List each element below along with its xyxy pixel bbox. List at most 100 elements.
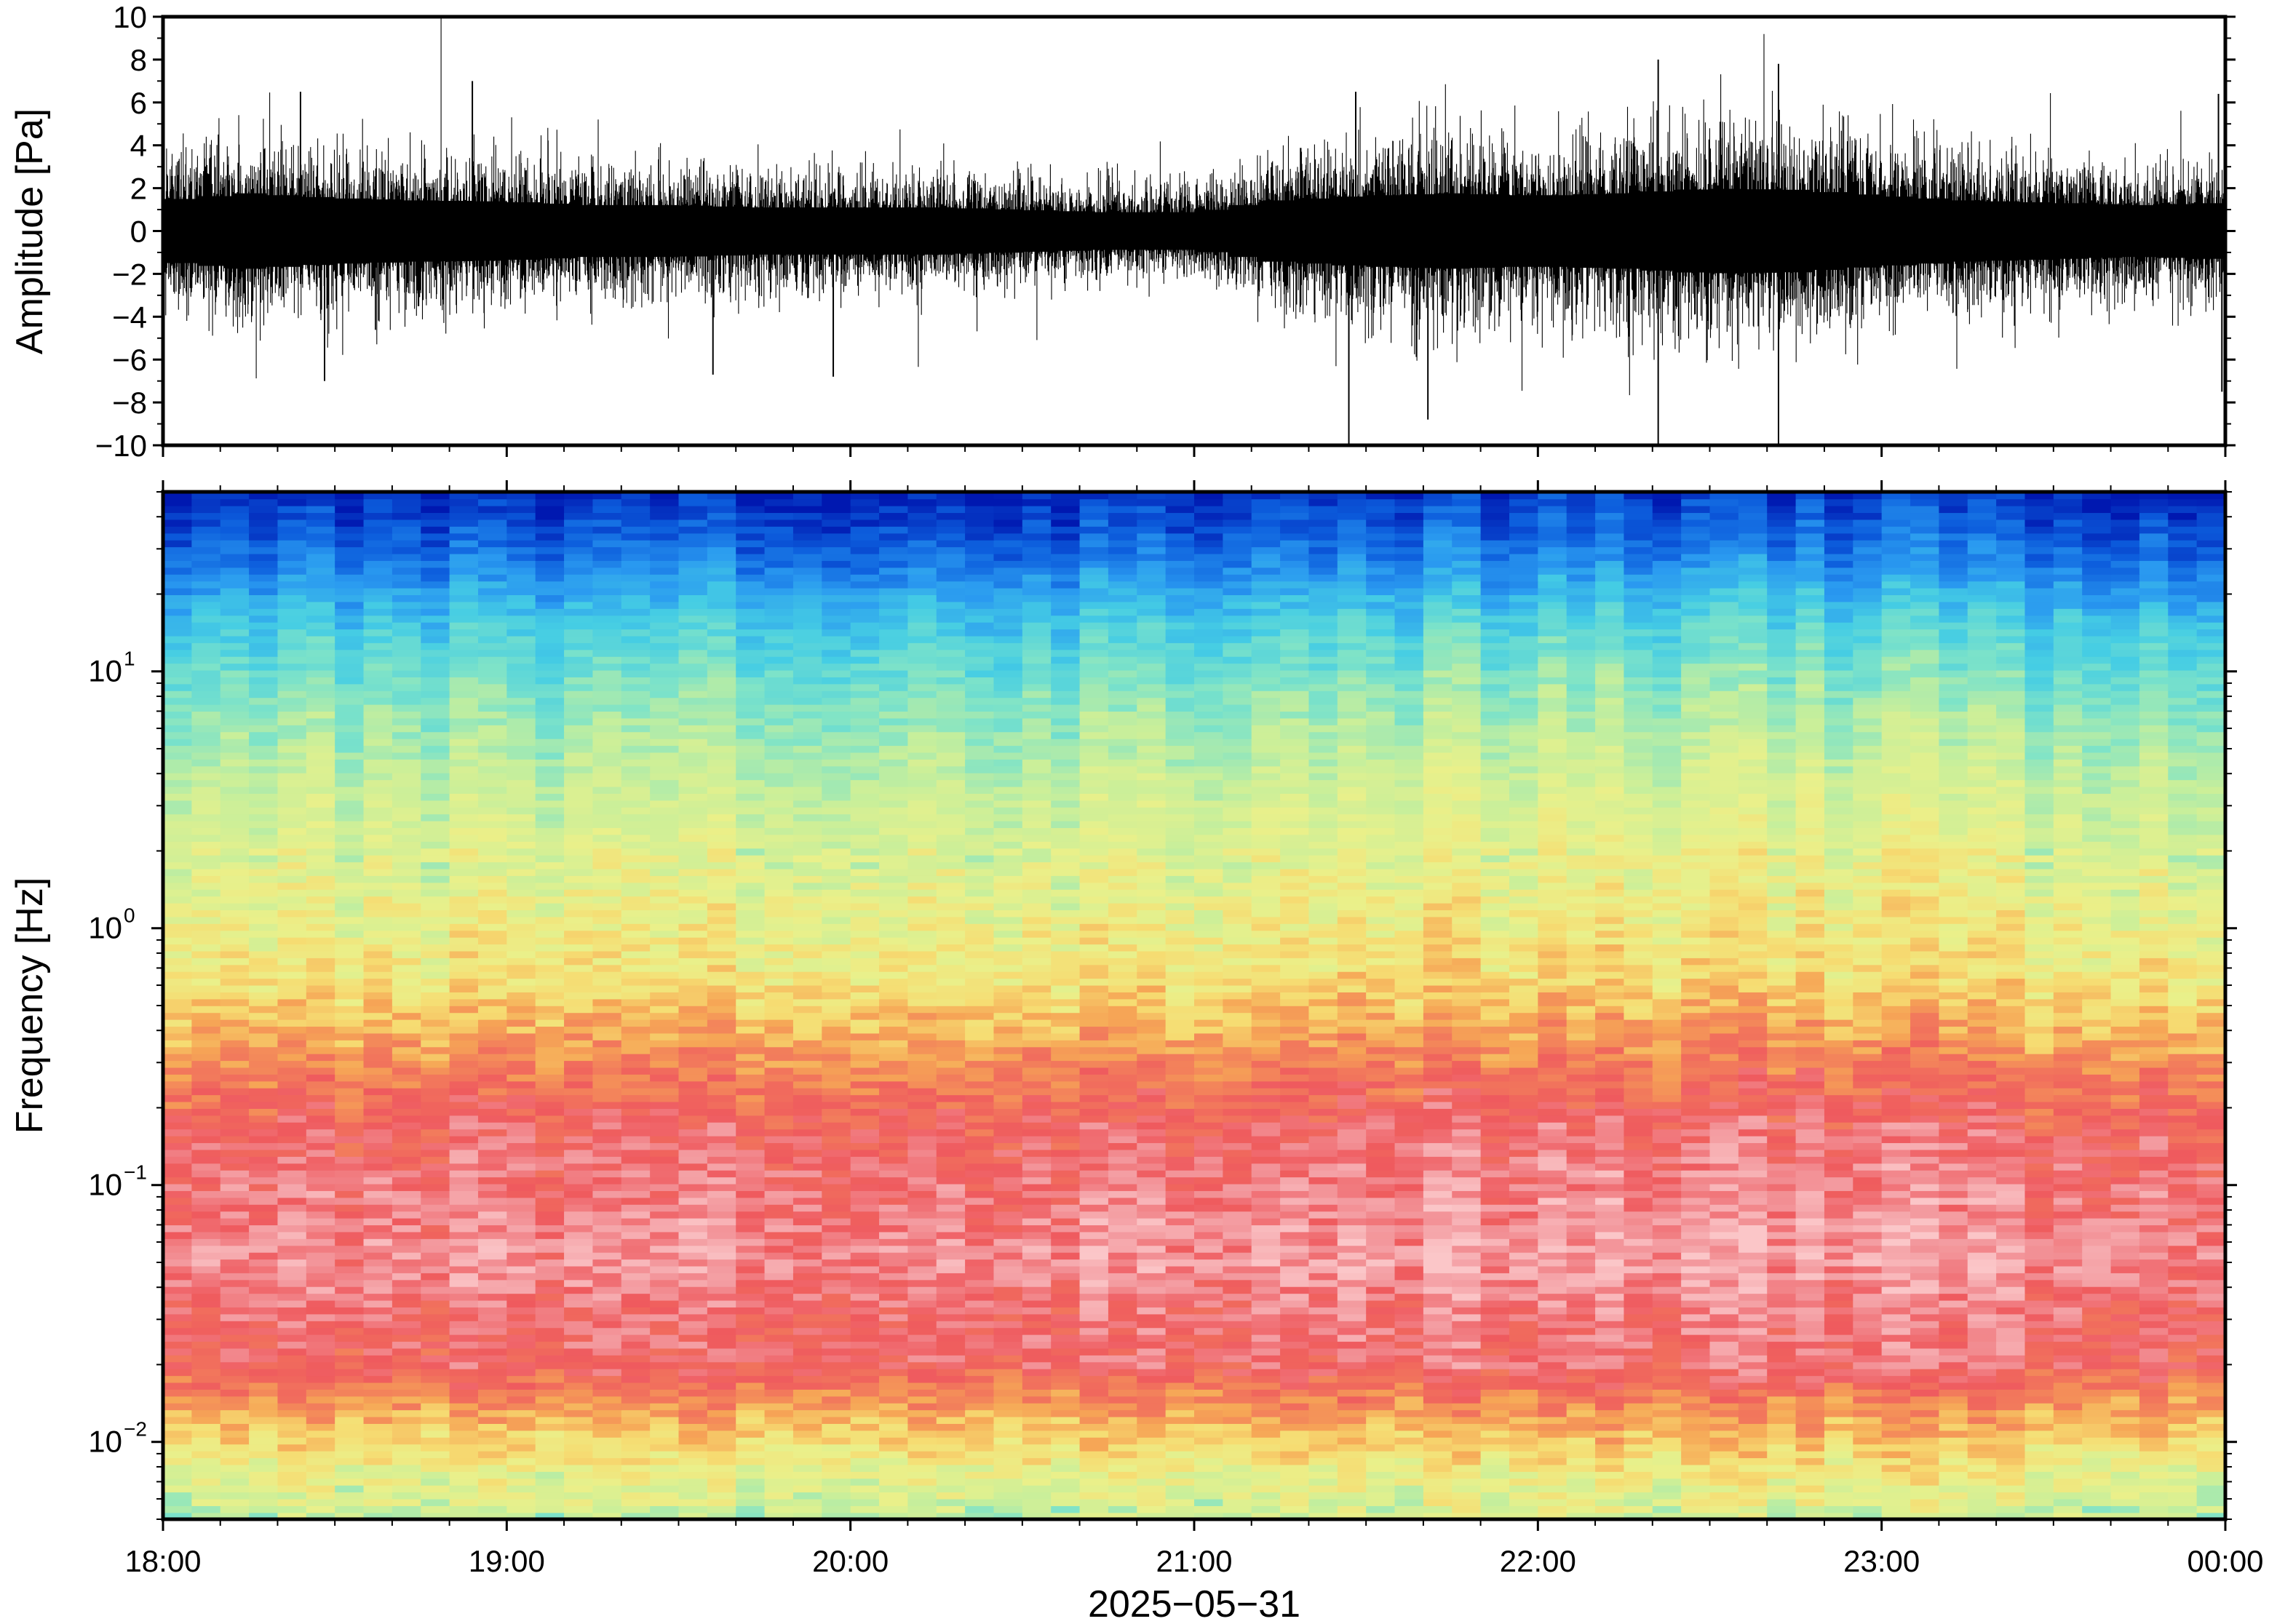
spectrogram-cell	[736, 1108, 766, 1116]
spectrogram-cell	[1366, 1217, 1396, 1226]
spectrogram-cell	[2168, 1355, 2198, 1363]
spectrogram-cell	[621, 1313, 651, 1321]
spectrogram-cell	[1194, 1478, 1224, 1486]
spectrogram-cell	[306, 1115, 335, 1123]
spectrogram-cell	[1022, 1217, 1052, 1226]
spectrogram-cell	[1480, 1225, 1510, 1233]
spectrogram-cell	[822, 1505, 851, 1513]
spectrogram-cell	[2024, 1478, 2054, 1486]
spectrogram-cell	[1308, 1074, 1338, 1082]
spectrogram-cell	[2110, 1156, 2140, 1164]
spectrogram-cell	[2024, 1238, 2054, 1246]
spectrogram-cell	[879, 1067, 909, 1075]
spectrogram-cell	[1108, 1382, 1138, 1390]
spectrogram-cell	[477, 1416, 508, 1425]
spectrogram-cell	[449, 1430, 479, 1438]
spectrogram-cell	[163, 1135, 193, 1144]
spectrogram-cell	[1194, 1321, 1224, 1329]
spectrogram-cell	[1824, 1149, 1854, 1157]
spectrogram-cell	[764, 1437, 794, 1445]
spectrogram-cell	[621, 1457, 651, 1465]
spectrogram-cell	[477, 1464, 508, 1472]
spectrogram-cell	[1509, 1108, 1539, 1116]
spectrogram-cell	[1137, 1396, 1167, 1404]
spectrogram-cell	[1652, 1341, 1682, 1349]
spectrogram-cell	[163, 1430, 193, 1438]
spectrogram-cell	[1108, 1299, 1138, 1307]
spectrogram-cell	[2168, 1368, 2198, 1377]
spectrogram-cell	[1595, 1279, 1625, 1287]
spectrogram-cell	[1996, 1122, 2026, 1130]
spectrogram-cell	[1223, 1484, 1252, 1493]
spectrogram-cell	[163, 1505, 193, 1513]
spectrogram-cell	[1051, 1512, 1081, 1519]
spectrogram-cell	[506, 1211, 536, 1219]
spectrogram-cell	[1137, 1251, 1167, 1260]
spectrogram-cell	[306, 1492, 335, 1500]
spectrogram-cell	[650, 1259, 680, 1267]
spectrogram-cell	[1337, 1348, 1367, 1356]
spectrogram-cell	[1022, 1327, 1052, 1335]
spectrogram-cell	[1079, 1129, 1109, 1137]
spectrogram-cell	[1194, 1307, 1224, 1315]
waveform-core-band	[369, 199, 405, 263]
spectrogram-cell	[249, 1457, 279, 1465]
spectrogram-cell	[1251, 1163, 1281, 1171]
spectrogram-cell	[707, 1382, 737, 1390]
spectrogram-cell	[1509, 1265, 1539, 1273]
spectrogram-cell	[2082, 1334, 2112, 1342]
spectrogram-cell	[1709, 1177, 1739, 1185]
spectrogram-cell	[1223, 1313, 1252, 1321]
spectrogram-cell	[2168, 1163, 2198, 1171]
spectrogram-cell	[1394, 1396, 1424, 1404]
spectrogram-cell	[792, 1149, 823, 1157]
spectrogram-cell	[449, 1484, 479, 1493]
spectrogram-cell	[736, 1361, 766, 1369]
spectrogram-cell	[592, 1183, 622, 1191]
spectrogram-cell	[678, 1505, 708, 1513]
spectrogram-cell	[764, 1163, 794, 1171]
spectrogram-cell	[1108, 1341, 1138, 1349]
spectrogram-cell	[1652, 1135, 1682, 1144]
spectrogram-cell	[535, 1203, 565, 1212]
spectrogram-cell	[564, 1129, 594, 1137]
spectrogram-cell	[1824, 1327, 1854, 1335]
spectrogram-cell	[1538, 1122, 1567, 1130]
spectrogram-cell	[277, 1177, 307, 1185]
spectrogram-cell	[1709, 1074, 1739, 1082]
spectrogram-cell	[2196, 1464, 2225, 1472]
spectrogram-cell	[678, 1060, 708, 1068]
spectrogram-cell	[650, 1108, 680, 1116]
spectrogram-cell	[1881, 1307, 1911, 1315]
spectrogram-cell	[506, 1389, 536, 1397]
spectrogram-cell	[1251, 1129, 1281, 1137]
spectrogram-cell	[1022, 1080, 1052, 1088]
spectrogram-cell	[965, 1108, 995, 1116]
spectrogram-cell	[2053, 1437, 2083, 1445]
spectrogram-cell	[792, 1498, 823, 1506]
spectrogram-cell	[363, 1389, 393, 1397]
spectrogram-cell	[1337, 1327, 1367, 1335]
spectrogram-cell	[1165, 1457, 1195, 1465]
spectrogram-cell	[1996, 1108, 2026, 1116]
spectrogram-cell	[1652, 1251, 1682, 1260]
spectrogram-cell	[1824, 1348, 1854, 1356]
spectrogram-cell	[2024, 1437, 2054, 1445]
spectrogram-cell	[936, 1108, 966, 1116]
spectrogram-cell	[1280, 1450, 1310, 1459]
spectrogram-cell	[1709, 1190, 1739, 1198]
spectrogram-cell	[621, 1389, 651, 1397]
spectrogram-cell	[1910, 1437, 1940, 1445]
spectrogram-cell	[592, 1327, 622, 1335]
spectrogram-cell	[936, 1396, 966, 1404]
spectrogram-cell	[1509, 1348, 1539, 1356]
spectrogram-cell	[1423, 1299, 1453, 1307]
spectrogram-cell	[1509, 1231, 1539, 1239]
spectrogram-cell	[220, 1211, 250, 1219]
spectrogram-cell	[1738, 1464, 1768, 1472]
spectrogram-cell	[392, 1122, 422, 1130]
spectrogram-cell	[1394, 1307, 1424, 1315]
spectrogram-cell	[965, 1169, 995, 1178]
spectrogram-cell	[2196, 1135, 2225, 1144]
spectrogram-cell	[1165, 1382, 1195, 1390]
